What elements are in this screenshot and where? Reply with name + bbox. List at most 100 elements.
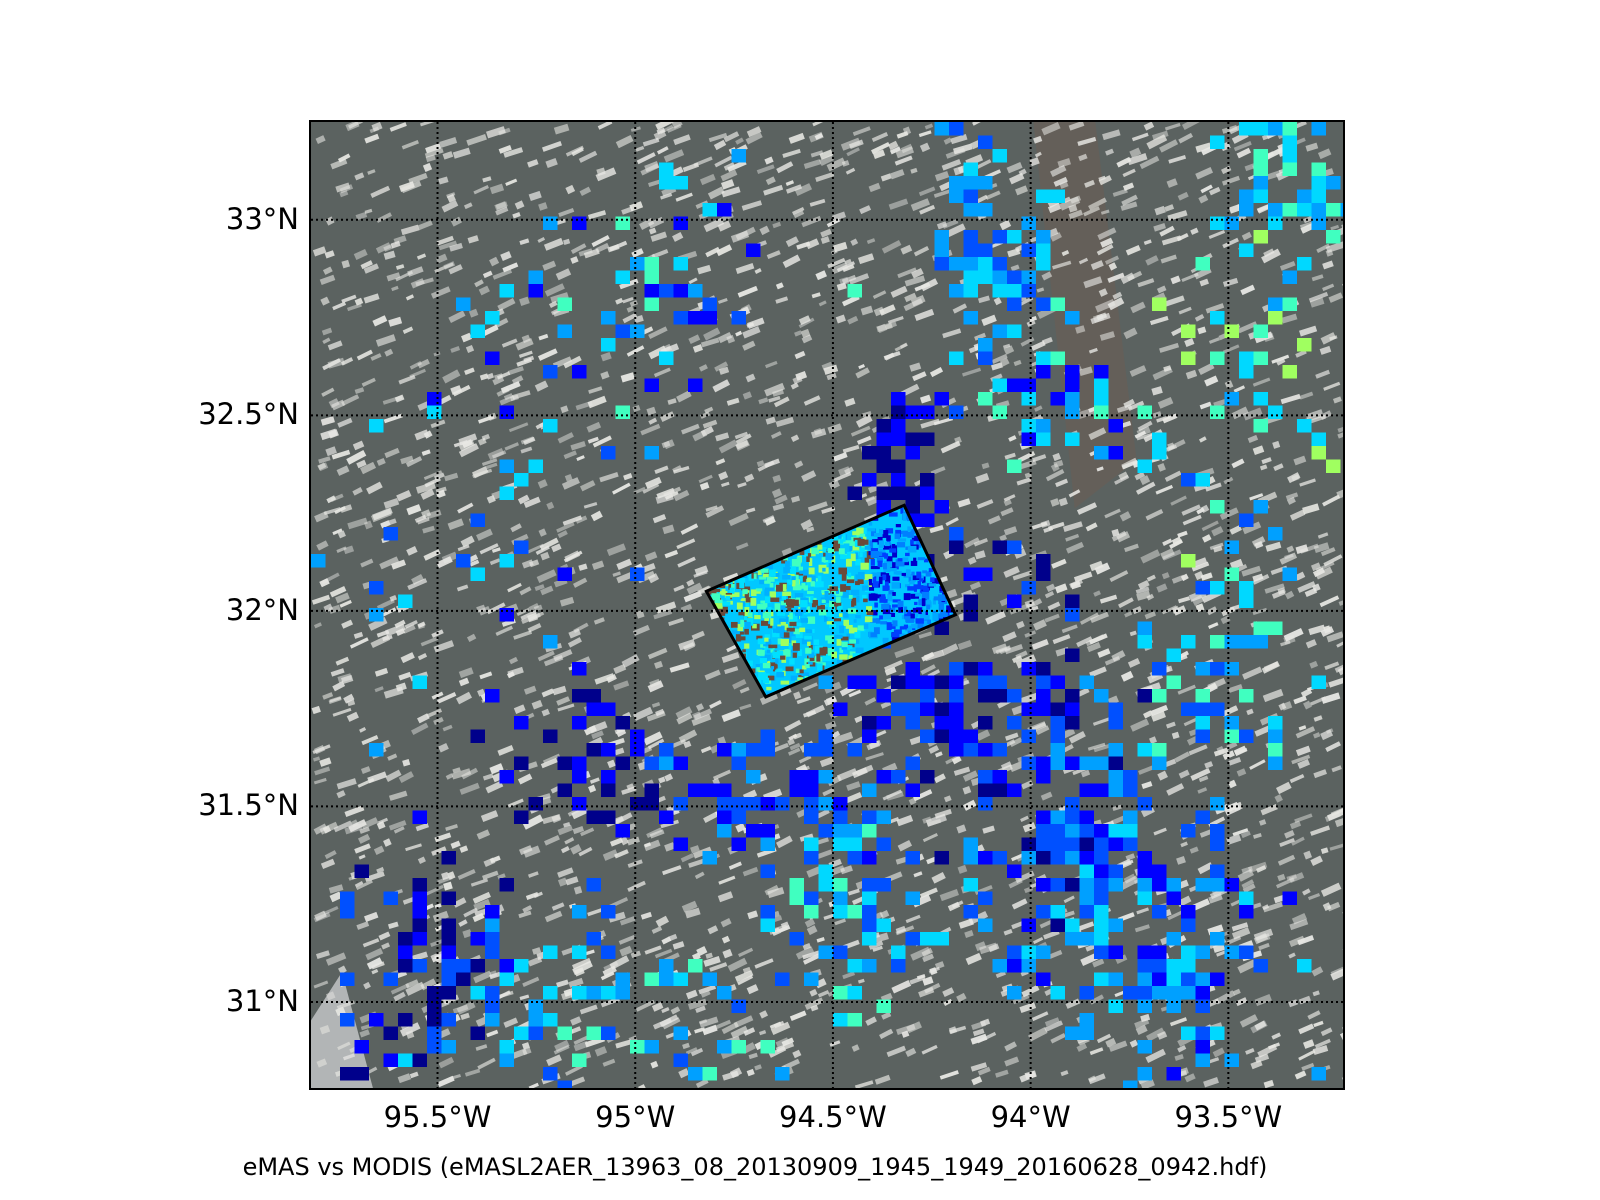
aod-pixel bbox=[1079, 851, 1094, 865]
cloud-streak bbox=[815, 270, 828, 281]
cloud-streak bbox=[415, 822, 429, 832]
aod-pixel bbox=[601, 311, 616, 325]
cloud-streak bbox=[583, 248, 600, 259]
cloud-streak bbox=[360, 558, 374, 568]
cloud-streak bbox=[654, 465, 669, 475]
aod-pixel bbox=[1007, 230, 1022, 244]
cloud-streak bbox=[683, 740, 692, 749]
emas-pixel bbox=[804, 658, 810, 665]
cloud-streak bbox=[583, 502, 598, 509]
cloud-streak bbox=[1153, 223, 1166, 232]
cloud-streak bbox=[1130, 718, 1150, 732]
emas-pixel bbox=[760, 568, 769, 573]
aod-pixel bbox=[992, 257, 1007, 271]
cloud-streak bbox=[801, 470, 817, 482]
cloud-streak bbox=[836, 282, 847, 291]
emas-pixel bbox=[784, 649, 791, 657]
cloud-streak bbox=[1083, 276, 1103, 289]
aod-pixel bbox=[1021, 392, 1036, 406]
aod-pixel bbox=[1050, 824, 1065, 838]
cloud-streak bbox=[1020, 337, 1035, 347]
cloud-streak bbox=[699, 173, 716, 186]
cloud-streak bbox=[1288, 952, 1296, 959]
emas-pixel bbox=[848, 595, 853, 599]
cloud-streak bbox=[1157, 396, 1174, 409]
cloud-streak bbox=[335, 182, 351, 193]
cloud-streak bbox=[376, 457, 386, 466]
emas-pixel bbox=[780, 680, 790, 685]
cloud-streak bbox=[1048, 949, 1063, 959]
cloud-streak bbox=[374, 667, 389, 677]
aod-pixel bbox=[1282, 149, 1297, 163]
cloud-streak bbox=[313, 622, 322, 629]
emas-pixel bbox=[816, 581, 824, 588]
aod-pixel bbox=[920, 729, 935, 743]
aod-pixel bbox=[1239, 689, 1254, 703]
cloud-streak bbox=[1194, 570, 1204, 581]
aod-pixel bbox=[891, 945, 906, 959]
cloud-streak bbox=[460, 1012, 470, 1020]
aod-pixel bbox=[1007, 689, 1022, 703]
cloud-streak bbox=[718, 366, 730, 375]
cloud-streak bbox=[623, 472, 633, 481]
cloud-streak bbox=[557, 867, 574, 878]
aod-pixel bbox=[978, 135, 993, 149]
aod-pixel bbox=[1108, 756, 1123, 770]
cloud-streak bbox=[921, 1044, 938, 1055]
aod-pixel bbox=[934, 716, 949, 730]
emas-pixel bbox=[907, 630, 912, 636]
aod-pixel bbox=[876, 918, 891, 932]
cloud-streak bbox=[489, 970, 498, 978]
cloud-streak bbox=[934, 961, 945, 970]
cloud-streak bbox=[789, 742, 801, 751]
aod-pixel bbox=[630, 1040, 645, 1054]
cloud-streak bbox=[527, 623, 542, 633]
aod-pixel bbox=[992, 149, 1007, 163]
aod-pixel bbox=[1079, 783, 1094, 797]
cloud-streak bbox=[1070, 195, 1082, 204]
cloud-streak bbox=[1143, 710, 1153, 719]
cloud-streak bbox=[1137, 580, 1150, 590]
aod-pixel bbox=[543, 365, 558, 379]
aod-pixel bbox=[1195, 878, 1210, 892]
emas-pixel bbox=[788, 578, 793, 585]
cloud-streak bbox=[534, 380, 549, 392]
cloud-streak bbox=[721, 186, 741, 198]
cloud-streak bbox=[420, 978, 437, 991]
cloud-streak bbox=[482, 870, 499, 880]
cloud-streak bbox=[957, 640, 973, 651]
aod-pixel bbox=[789, 891, 804, 905]
cloud-streak bbox=[1061, 249, 1070, 257]
cloud-streak bbox=[1046, 583, 1056, 593]
aod-pixel bbox=[1137, 945, 1152, 959]
emas-pixel bbox=[779, 618, 785, 624]
cloud-streak bbox=[890, 285, 908, 298]
aod-pixel bbox=[1036, 297, 1051, 311]
cloud-streak bbox=[1228, 683, 1243, 693]
cloud-streak bbox=[527, 159, 539, 168]
cloud-streak bbox=[434, 903, 442, 909]
cloud-streak bbox=[434, 925, 443, 932]
emas-pixel bbox=[814, 581, 819, 588]
aod-pixel bbox=[1094, 878, 1109, 892]
cloud-streak bbox=[680, 523, 699, 535]
aod-pixel bbox=[1282, 162, 1297, 176]
cloud-streak bbox=[513, 704, 526, 714]
emas-pixel bbox=[776, 650, 784, 656]
cloud-streak bbox=[1045, 469, 1065, 482]
cloud-streak bbox=[575, 400, 593, 411]
cloud-streak bbox=[383, 413, 403, 424]
cloud-streak bbox=[769, 1021, 782, 1030]
cloud-streak bbox=[337, 1041, 351, 1051]
cloud-streak bbox=[644, 551, 658, 562]
cloud-streak bbox=[478, 606, 491, 616]
cloud-streak bbox=[1239, 1014, 1258, 1028]
emas-pixel bbox=[905, 584, 911, 588]
cloud-streak bbox=[742, 391, 752, 400]
emas-pixel bbox=[776, 668, 783, 673]
cloud-streak bbox=[730, 1025, 749, 1039]
aod-pixel bbox=[1152, 972, 1167, 986]
aod-pixel bbox=[833, 810, 848, 824]
emas-pixel bbox=[725, 596, 731, 600]
cloud-streak bbox=[552, 356, 573, 369]
